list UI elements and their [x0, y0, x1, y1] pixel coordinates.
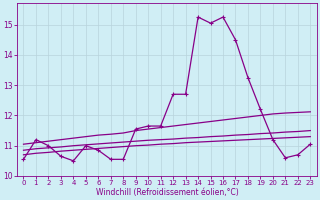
X-axis label: Windchill (Refroidissement éolien,°C): Windchill (Refroidissement éolien,°C): [96, 188, 238, 197]
